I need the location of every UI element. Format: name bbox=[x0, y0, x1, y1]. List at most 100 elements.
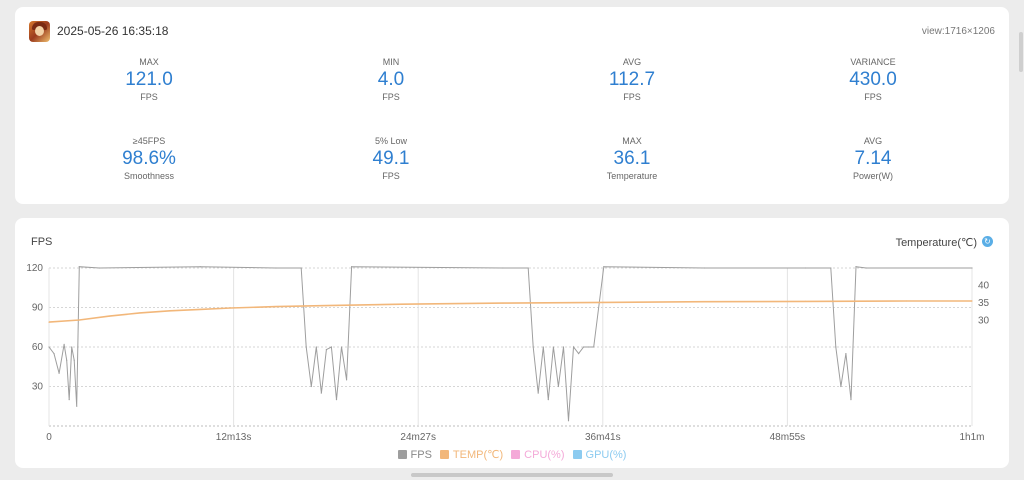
stat-max-temperature: MAX 36.1 Temperature bbox=[512, 136, 752, 182]
stat-value: 36.1 bbox=[613, 148, 651, 169]
stat-variance: VARIANCE 430.0 FPS bbox=[753, 57, 993, 103]
fps-point bbox=[320, 392, 322, 394]
temp-point bbox=[971, 300, 973, 302]
fps-point bbox=[603, 266, 605, 268]
x-tick-label: 1h1m bbox=[959, 432, 984, 443]
stat-label: 5% Low bbox=[374, 136, 408, 146]
fps-point bbox=[562, 346, 565, 348]
y-right-tick-label: 30 bbox=[978, 316, 990, 327]
fps-point bbox=[572, 346, 575, 348]
temp-point bbox=[48, 321, 50, 323]
temp-point bbox=[804, 300, 807, 302]
legend-swatch bbox=[439, 450, 449, 459]
chart-left-title: FPS bbox=[31, 236, 53, 248]
temp-point bbox=[275, 306, 277, 308]
stat-value: 112.7 bbox=[608, 69, 656, 90]
home-indicator[interactable] bbox=[411, 473, 613, 477]
legend-swatch bbox=[572, 450, 582, 459]
stat-5pct-low: 5% Low 49.1 FPS bbox=[271, 136, 511, 182]
x-tick-label: 24m27s bbox=[400, 432, 436, 443]
stat-value: 98.6% bbox=[122, 148, 176, 169]
fps-point bbox=[593, 346, 595, 348]
fps-point bbox=[275, 267, 277, 269]
temp-point bbox=[325, 304, 328, 307]
stat-min-fps: MIN 4.0 FPS bbox=[271, 57, 511, 103]
fps-point bbox=[63, 343, 65, 345]
fps-point bbox=[325, 349, 328, 351]
y-left-tick-label: 120 bbox=[26, 263, 43, 274]
legend-swatch bbox=[397, 450, 407, 459]
temp-point bbox=[502, 302, 504, 304]
temp-point bbox=[199, 308, 201, 311]
fps-point bbox=[76, 405, 78, 407]
stat-label: MAX bbox=[139, 57, 159, 67]
temp-point bbox=[905, 300, 908, 302]
stat-unit: FPS bbox=[140, 92, 158, 102]
temp-point bbox=[704, 301, 706, 303]
fps-point bbox=[845, 352, 847, 355]
temp-series-line bbox=[48, 300, 972, 323]
y-left-tick-label: 90 bbox=[32, 303, 44, 314]
fps-point bbox=[542, 346, 544, 348]
fps-point bbox=[53, 352, 55, 355]
fps-point bbox=[310, 385, 312, 388]
fps-point bbox=[527, 267, 529, 269]
legend-item[interactable]: TEMP(℃) bbox=[439, 448, 503, 461]
fps-point bbox=[567, 420, 570, 422]
fps-point bbox=[315, 346, 317, 348]
stat-unit: FPS bbox=[623, 92, 641, 102]
fps-point bbox=[547, 399, 549, 401]
chart-right-title: Temperature(℃) bbox=[895, 237, 977, 249]
session-date: 2025-05-26 16:35:18 bbox=[57, 24, 169, 38]
chart-legend: FPS TEMP(℃) CPU(%) GPU(%) bbox=[15, 448, 1009, 461]
fps-series-line bbox=[48, 266, 972, 421]
view-resolution: view:1716×1206 bbox=[921, 26, 995, 37]
stat-avg-fps: AVG 112.7 FPS bbox=[512, 57, 752, 103]
game-avatar-icon[interactable] bbox=[29, 21, 50, 42]
y-left-tick-label: 60 bbox=[32, 342, 44, 353]
fps-point bbox=[532, 346, 534, 348]
legend-item[interactable]: CPU(%) bbox=[511, 449, 565, 461]
y-left-tick-label: 30 bbox=[32, 382, 44, 393]
x-tick-label: 36m41s bbox=[585, 432, 621, 443]
legend-label: FPS bbox=[410, 449, 432, 461]
fps-point bbox=[552, 346, 554, 348]
stat-value: 4.0 bbox=[377, 69, 405, 90]
stat-label: MIN bbox=[382, 57, 400, 67]
stat-unit: Smoothness bbox=[123, 171, 175, 181]
info-icon[interactable]: ↻ bbox=[982, 236, 993, 247]
stat-unit: FPS bbox=[864, 92, 882, 102]
scrollbar[interactable] bbox=[1019, 32, 1023, 72]
x-tick-label: 0 bbox=[46, 432, 52, 443]
fps-point bbox=[830, 267, 832, 269]
fps-point bbox=[855, 266, 857, 268]
fps-point bbox=[537, 392, 539, 394]
legend-item[interactable]: FPS bbox=[397, 449, 432, 461]
fps-point bbox=[98, 267, 101, 269]
stat-label: ≥45FPS bbox=[132, 136, 166, 146]
fps-point bbox=[300, 267, 302, 269]
stat-value: 121.0 bbox=[125, 69, 173, 90]
fps-point bbox=[345, 379, 348, 381]
fps-point bbox=[557, 385, 560, 388]
stat-max-fps: MAX 121.0 FPS bbox=[29, 57, 269, 103]
x-tick-label: 48m55s bbox=[770, 432, 806, 443]
temp-point bbox=[603, 301, 605, 304]
fps-point bbox=[68, 399, 70, 401]
fps-point bbox=[66, 359, 68, 361]
stat-smoothness: ≥45FPS 98.6% Smoothness bbox=[29, 136, 269, 182]
stat-value: 49.1 bbox=[372, 148, 410, 169]
stat-avg-power: AVG 7.14 Power(W) bbox=[753, 136, 993, 182]
fps-point bbox=[588, 346, 590, 348]
stat-unit: FPS bbox=[382, 171, 400, 181]
stat-unit: FPS bbox=[382, 92, 400, 102]
legend-item[interactable]: GPU(%) bbox=[572, 449, 626, 461]
fps-temperature-chart[interactable]: 120 90 60 30 0 12m13s 24m27s 36m41s 48m55s 1h1m 40… bbox=[15, 218, 1009, 446]
stats-card: 2025-05-26 16:35:18 view:1716×1206 MAX 1… bbox=[15, 7, 1009, 204]
fps-point bbox=[351, 266, 353, 268]
stat-value: 430.0 bbox=[849, 69, 897, 90]
y-right-tick-label: 35 bbox=[978, 298, 990, 309]
fps-point bbox=[199, 266, 201, 268]
fps-point bbox=[73, 359, 75, 361]
temp-point bbox=[401, 303, 403, 305]
